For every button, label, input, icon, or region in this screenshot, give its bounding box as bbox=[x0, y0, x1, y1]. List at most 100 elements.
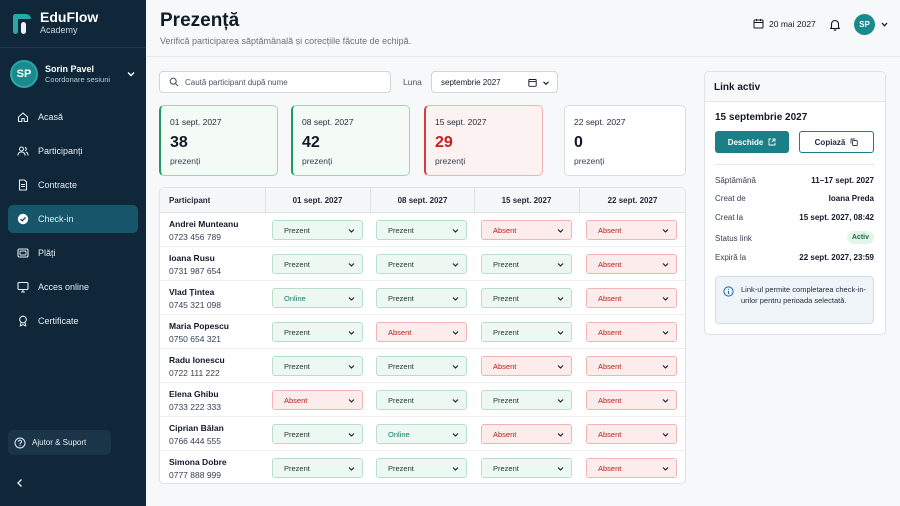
attendance-status-value: Prezent bbox=[388, 293, 414, 303]
header-divider bbox=[146, 56, 900, 57]
attendance-status-select[interactable]: Prezent bbox=[272, 356, 363, 376]
attendance-status-value: Absent bbox=[598, 429, 622, 439]
attendance-status-select[interactable]: Absent bbox=[586, 390, 677, 410]
chevron-down-icon bbox=[348, 331, 355, 335]
search-box[interactable] bbox=[159, 71, 391, 93]
current-date[interactable]: 20 mai 2027 bbox=[753, 18, 816, 29]
sidebar-item-contracte[interactable]: Contracte bbox=[8, 171, 138, 199]
collapse-sidebar-icon[interactable] bbox=[14, 477, 26, 489]
attendance-status-select[interactable]: Prezent bbox=[376, 254, 467, 274]
attendance-status-select[interactable]: Prezent bbox=[376, 288, 467, 308]
stat-card-week-4[interactable]: 22 sept. 2027 0 prezenți bbox=[564, 105, 686, 176]
search-input[interactable] bbox=[185, 77, 385, 87]
help-support-button[interactable]: Ajutor & Suport bbox=[8, 430, 111, 455]
calendar-icon bbox=[753, 19, 764, 29]
attendance-status-select[interactable]: Prezent bbox=[376, 458, 467, 478]
user-menu[interactable]: SP Sorin Pavel Coordonare sesiuni bbox=[10, 59, 136, 89]
attendance-status-select[interactable]: Prezent bbox=[376, 220, 467, 240]
attendance-status-select[interactable]: Online bbox=[376, 424, 467, 444]
sidebar-item-check-in[interactable]: Check-in bbox=[8, 205, 138, 233]
attendance-status-select[interactable]: Online bbox=[272, 288, 363, 308]
header-avatar[interactable]: SP bbox=[854, 14, 875, 35]
month-select[interactable]: septembrie 2027 bbox=[431, 71, 558, 93]
attendance-status-select[interactable]: Prezent bbox=[272, 220, 363, 240]
attendance-status-select[interactable]: Prezent bbox=[272, 458, 363, 478]
attendance-status-select[interactable]: Absent bbox=[586, 220, 677, 240]
attendance-status-value: Absent bbox=[284, 395, 308, 405]
participant-phone: 0733 222 333 bbox=[169, 402, 221, 412]
attendance-status-select[interactable]: Prezent bbox=[272, 254, 363, 274]
attendance-status-select[interactable]: Absent bbox=[481, 356, 572, 376]
attendance-status-select[interactable]: Prezent bbox=[481, 458, 572, 478]
stat-value: 29 bbox=[435, 134, 453, 151]
chevron-down-icon bbox=[452, 365, 459, 369]
check-circle-icon bbox=[17, 213, 29, 225]
sidebar-item-label: Plăți bbox=[38, 248, 56, 258]
attendance-status-select[interactable]: Prezent bbox=[376, 390, 467, 410]
attendance-status-select[interactable]: Prezent bbox=[272, 424, 363, 444]
panel-header: Link activ bbox=[705, 72, 885, 102]
stat-card-week-3[interactable]: 15 sept. 2027 29 prezenți bbox=[424, 105, 543, 176]
column-header-week-4: 22 sept. 2027 bbox=[607, 196, 658, 205]
copy-link-button[interactable]: Copiază bbox=[799, 131, 874, 153]
attendance-status-select[interactable]: Prezent bbox=[272, 322, 363, 342]
stat-card-week-1[interactable]: 01 sept. 2027 38 prezenți bbox=[159, 105, 278, 176]
help-label: Ajutor & Suport bbox=[32, 438, 87, 447]
attendance-status-select[interactable]: Absent bbox=[586, 424, 677, 444]
stat-value: 0 bbox=[574, 134, 583, 151]
attendance-status-select[interactable]: Prezent bbox=[481, 288, 572, 308]
attendance-status-value: Absent bbox=[598, 259, 622, 269]
detail-value: 11–17 sept. 2027 bbox=[811, 176, 874, 185]
detail-key: Săptămână bbox=[715, 176, 756, 185]
sidebar-item-participanti[interactable]: Participanți bbox=[8, 137, 138, 165]
participant-phone: 0750 654 321 bbox=[169, 334, 221, 344]
attendance-status-select[interactable]: Prezent bbox=[481, 322, 572, 342]
participant-phone: 0731 987 654 bbox=[169, 266, 221, 276]
attendance-status-select[interactable]: Absent bbox=[586, 322, 677, 342]
bell-icon[interactable] bbox=[829, 18, 841, 31]
attendance-status-select[interactable]: Absent bbox=[586, 458, 677, 478]
open-link-button[interactable]: Deschide bbox=[715, 131, 789, 153]
table-row: Radu Ionescu 0722 111 222 Prezent Prezent Ab… bbox=[160, 349, 685, 383]
participant-name: Ciprian Bălan bbox=[169, 423, 224, 433]
sidebar-item-label: Acasă bbox=[38, 112, 64, 122]
attendance-status-select[interactable]: Absent bbox=[586, 288, 677, 308]
table-row: Simona Dobre 0777 888 999 Prezent Prezent Pr… bbox=[160, 451, 685, 483]
attendance-status-select[interactable]: Absent bbox=[586, 254, 677, 274]
attendance-status-value: Absent bbox=[598, 327, 622, 337]
sidebar-item-certificate[interactable]: Certificate bbox=[8, 307, 138, 335]
sidebar-item-plati[interactable]: Plăți bbox=[8, 239, 138, 267]
brand[interactable]: EduFlow Academy bbox=[12, 10, 98, 36]
attendance-status-select[interactable]: Absent bbox=[376, 322, 467, 342]
attendance-status-select[interactable]: Prezent bbox=[481, 254, 572, 274]
chevron-down-icon bbox=[452, 467, 459, 471]
monitor-icon bbox=[17, 281, 29, 293]
sidebar-item-acasa[interactable]: Acasă bbox=[8, 103, 138, 131]
attendance-status-select[interactable]: Absent bbox=[586, 356, 677, 376]
stat-card-week-2[interactable]: 08 sept. 2027 42 prezenți bbox=[291, 105, 410, 176]
attendance-status-select[interactable]: Prezent bbox=[376, 356, 467, 376]
attendance-status-value: Prezent bbox=[284, 361, 310, 371]
chevron-down-icon[interactable] bbox=[880, 20, 889, 29]
chevron-down-icon bbox=[452, 297, 459, 301]
user-role: Coordonare sesiuni bbox=[45, 74, 111, 84]
chevron-down-icon bbox=[662, 229, 669, 233]
chevron-down-icon[interactable] bbox=[126, 69, 136, 79]
attendance-status-select[interactable]: Absent bbox=[481, 424, 572, 444]
chevron-down-icon bbox=[348, 297, 355, 301]
attendance-status-select[interactable]: Absent bbox=[481, 220, 572, 240]
panel-title: Link activ bbox=[714, 82, 761, 93]
link-date: 15 septembrie 2027 bbox=[715, 112, 808, 123]
chevron-down-icon bbox=[662, 467, 669, 471]
link-detail-row: Săptămână 11–17 sept. 2027 bbox=[715, 176, 874, 190]
user-name: Sorin Pavel bbox=[45, 63, 95, 74]
attendance-status-select[interactable]: Absent bbox=[272, 390, 363, 410]
chevron-down-icon bbox=[557, 365, 564, 369]
table-row: Elena Ghibu 0733 222 333 Absent Prezent Prez… bbox=[160, 383, 685, 417]
sidebar: EduFlow Academy SP Sorin Pavel Coordonar… bbox=[0, 0, 146, 506]
sidebar-item-label: Acces online bbox=[38, 282, 90, 292]
attendance-status-select[interactable]: Prezent bbox=[481, 390, 572, 410]
sidebar-item-acces-online[interactable]: Acces online bbox=[8, 273, 138, 301]
attendance-status-value: Prezent bbox=[493, 463, 519, 473]
home-icon bbox=[17, 112, 29, 123]
